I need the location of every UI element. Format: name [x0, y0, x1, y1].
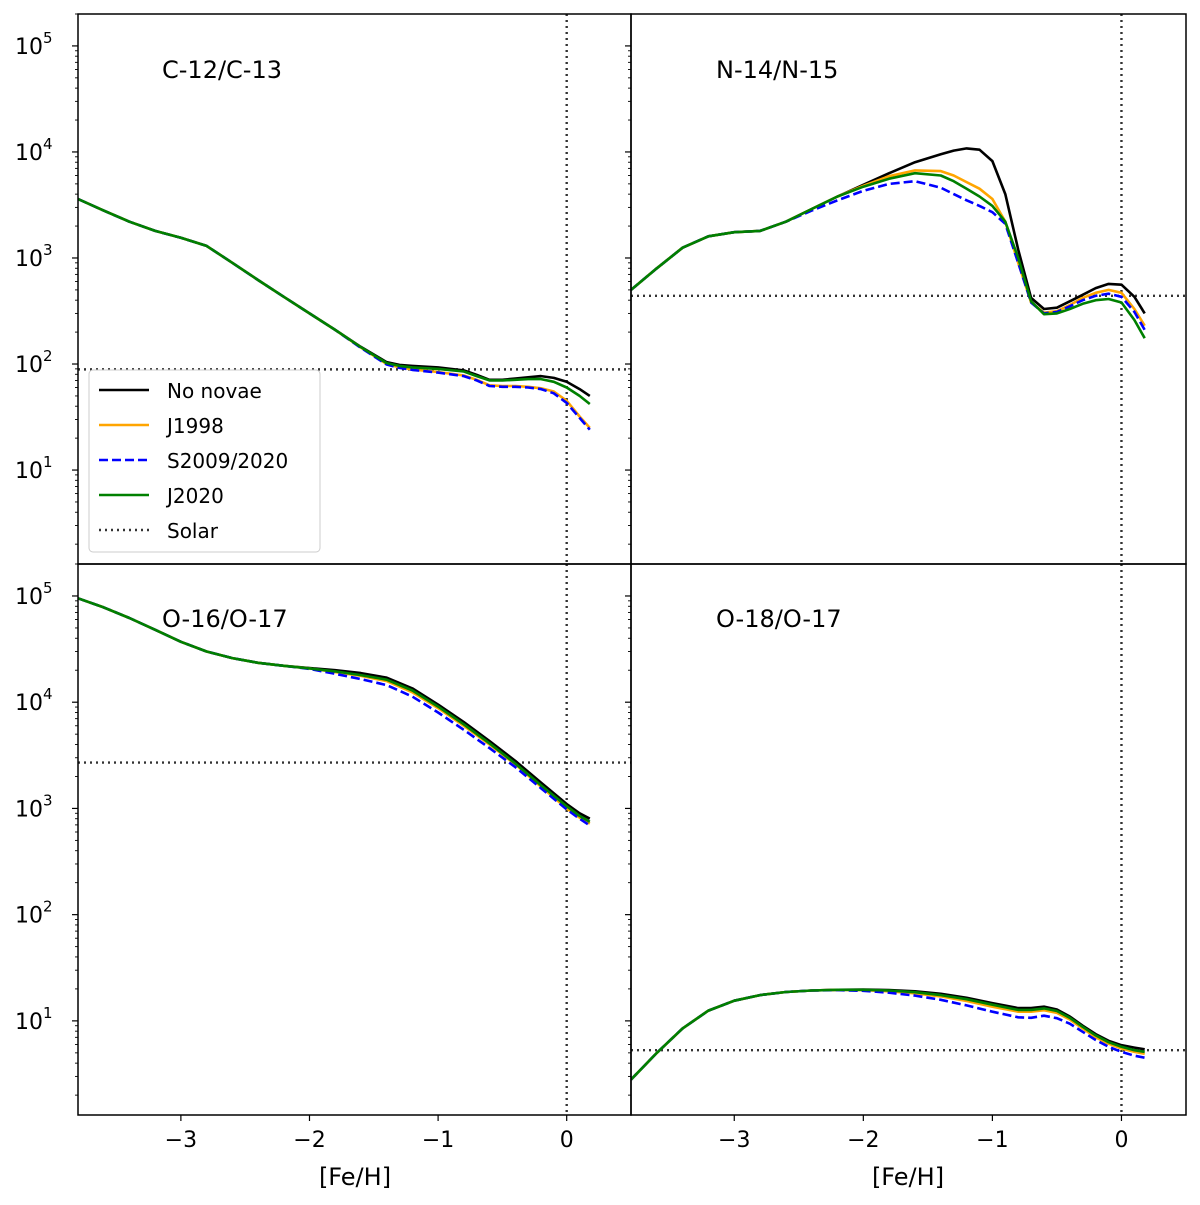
panel-plot-area: [78, 14, 631, 564]
y-tick-label-exponent: 2: [43, 347, 53, 365]
x-tick-label: −3: [165, 1128, 197, 1153]
y-tick-label-exponent: 4: [43, 135, 53, 153]
y-tick-label-base: 10: [15, 904, 43, 929]
panel-frame: [630, 563, 1187, 1116]
y-tick-label-exponent: 1: [43, 1004, 53, 1022]
x-axis-label-right: [Fe/H]: [872, 1163, 944, 1191]
x-axis-label-left: [Fe/H]: [319, 1163, 391, 1191]
y-tick-label: 102: [15, 347, 53, 378]
series-line-j2020: [631, 171, 1146, 339]
y-tick-label: 104: [15, 135, 53, 166]
legend-box: [88, 369, 321, 553]
panel-2: [631, 14, 1186, 564]
series-line-j2020: [631, 988, 1145, 1081]
y-tick-label: 101: [15, 453, 53, 484]
y-tick-label: 103: [15, 791, 53, 822]
y-tick-label: 101: [15, 1004, 53, 1035]
y-tick-label: 104: [15, 685, 53, 716]
series-line-j2020: [78, 197, 591, 406]
x-tick-label: −1: [422, 1128, 454, 1153]
legend-label-j1998: J1998: [165, 414, 224, 438]
panel-3: [78, 564, 631, 1115]
y-tick-label-base: 10: [15, 141, 43, 166]
x-tick-label: −1: [976, 1128, 1008, 1153]
x-tick-label: −3: [718, 1128, 750, 1153]
panel-title-c12-c13: C-12/C-13: [162, 56, 282, 84]
y-tick-label: 105: [15, 579, 53, 610]
x-tick-label: −2: [293, 1128, 325, 1153]
x-tick-label: 0: [1114, 1128, 1128, 1153]
y-tick-label-base: 10: [15, 691, 43, 716]
y-tick-label-exponent: 3: [43, 791, 53, 809]
legend-label-solar: Solar: [167, 519, 219, 543]
legend: No novae J1998 S2009/2020 J2020 Solar: [88, 369, 321, 553]
y-tick-label-exponent: 2: [43, 898, 53, 916]
panel-plot-area: [631, 564, 1186, 1115]
y-tick-label-exponent: 5: [43, 29, 53, 47]
y-tick-label-exponent: 1: [43, 453, 53, 471]
panel-4: [631, 564, 1186, 1115]
y-tick-label: 102: [15, 898, 53, 929]
y-tick-label-exponent: 3: [43, 241, 53, 259]
panel-title-n14-n15: N-14/N-15: [716, 56, 838, 84]
panel-1: [78, 14, 631, 564]
y-tick-label-base: 10: [15, 353, 43, 378]
y-tick-label-exponent: 4: [43, 685, 53, 703]
y-tick-label: 103: [15, 241, 53, 272]
legend-label-s2009-2020: S2009/2020: [167, 449, 288, 473]
y-tick-label-base: 10: [15, 459, 43, 484]
y-tick-label: 105: [15, 29, 53, 60]
panel-title-o16-o17: O-16/O-17: [162, 605, 288, 633]
y-tick-label-base: 10: [15, 585, 43, 610]
legend-label-j2020: J2020: [165, 484, 224, 508]
y-tick-label-base: 10: [15, 247, 43, 272]
y-tick-label-base: 10: [15, 1010, 43, 1035]
y-tick-label-base: 10: [15, 797, 43, 822]
x-tick-label: −2: [847, 1128, 879, 1153]
panel-frames: [77, 13, 1187, 1116]
series-line-j2020: [78, 597, 591, 823]
panel-plot-area: [631, 14, 1186, 564]
y-tick-label-base: 10: [15, 35, 43, 60]
panel-title-o18-o17: O-18/O-17: [716, 605, 842, 633]
y-tick-label-exponent: 5: [43, 579, 53, 597]
legend-label-no-novae: No novae: [167, 379, 262, 403]
panel-plot-area: [78, 564, 631, 1115]
x-tick-label: 0: [560, 1128, 574, 1153]
panels: [78, 14, 1186, 1115]
